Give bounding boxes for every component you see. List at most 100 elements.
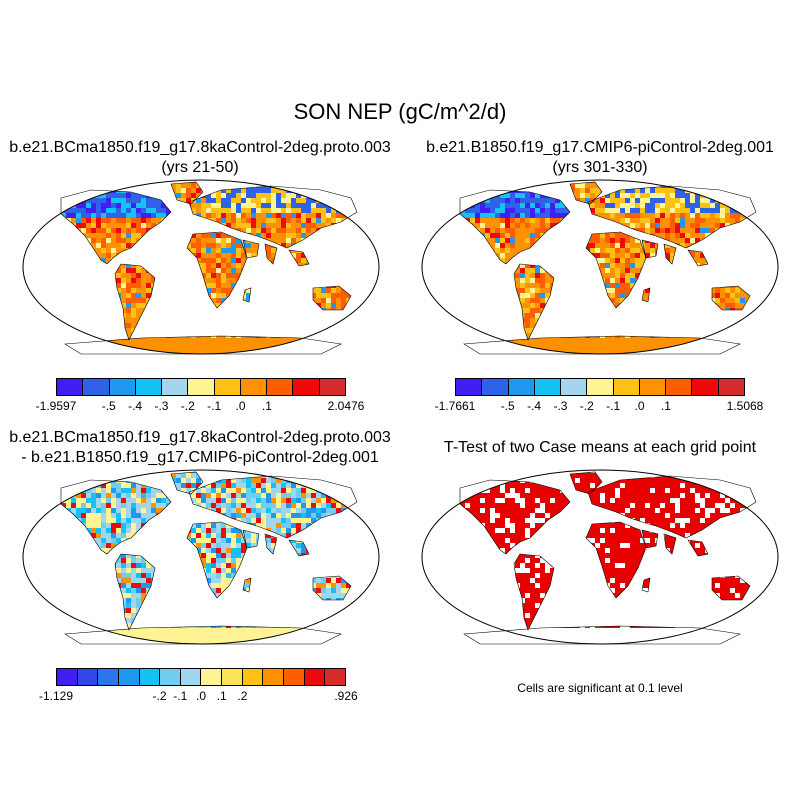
coastline-arabia — [641, 239, 659, 259]
map-top-right — [421, 179, 779, 355]
coastline-antarctica — [64, 625, 342, 645]
colorbar-tick-label: -1.9597 — [35, 399, 77, 413]
colorbar-swatch — [263, 669, 285, 685]
coastline-greenland — [170, 181, 204, 205]
coastline-eurasia — [188, 185, 358, 249]
coastline-eurasia — [188, 475, 358, 539]
coastline-antarctica — [64, 335, 342, 355]
coastline-madagascar — [641, 287, 651, 303]
coastline-australia — [312, 285, 352, 311]
colorbar-swatch — [692, 379, 719, 395]
colorbar-labels-top-left: -1.9597 -.5 -.4 -.3 -.2 -.1 .0 .1 2.0476 — [36, 399, 365, 415]
coastline-arabia — [242, 239, 260, 259]
colorbar-swatch — [242, 669, 264, 685]
colorbar-swatch — [180, 669, 202, 685]
colorbar-swatch — [214, 379, 241, 395]
colorbar-swatch — [319, 379, 345, 395]
coastline-seAsia — [687, 249, 709, 267]
colorbar-tick-label: -1.129 — [38, 689, 74, 703]
colorbar-tick-label: .1 — [660, 399, 671, 413]
colorbar-swatch — [304, 669, 326, 685]
colorbar-swatch — [77, 669, 99, 685]
colorbar-swatch — [222, 669, 243, 685]
colorbar-tick-label: 1.5068 — [726, 399, 764, 413]
colorbar-swatch — [456, 379, 483, 395]
coastline-africa — [186, 521, 248, 599]
map-bottom-left — [22, 469, 380, 645]
map-bottom-right — [421, 469, 779, 645]
coastline-india — [264, 533, 278, 555]
colorbar-tick-label: -.3 — [154, 399, 169, 413]
coastline-australia — [711, 575, 751, 601]
panel-title-top-right: b.e21.B1850.f19_g17.CMIP6-piControl-2deg… — [400, 138, 800, 178]
coastline-australia — [711, 285, 751, 311]
colorbar-swatch — [98, 669, 119, 685]
colorbar-tick-label: -.4 — [527, 399, 542, 413]
coastline-northAmerica — [459, 189, 571, 265]
colorbar-tick-label: -.4 — [128, 399, 143, 413]
colorbar-tick-label: .0 — [235, 399, 246, 413]
coastline-eurasia — [587, 475, 757, 539]
coastline-india — [663, 533, 677, 555]
coastline-madagascar — [641, 577, 651, 593]
coastline-greenland — [170, 471, 204, 495]
colorbar-tick-label: -.1 — [606, 399, 621, 413]
coastline-eurasia — [587, 185, 757, 249]
colorbar-bottom-left — [56, 668, 346, 686]
coastline-arabia — [242, 529, 260, 549]
colorbar-swatch — [118, 669, 140, 685]
colorbar-tick-label: -.2 — [180, 399, 195, 413]
coastline-africa — [585, 231, 647, 309]
coastline-southAmerica — [114, 263, 156, 341]
colorbar-tick-label: .0 — [195, 689, 207, 703]
colorbar-swatch — [534, 379, 562, 395]
coastline-india — [663, 243, 677, 265]
colorbar-swatch — [160, 669, 181, 685]
colorbar-tick-label: -.2 — [152, 689, 167, 703]
colorbar-swatch — [201, 669, 223, 685]
colorbar-swatch — [482, 379, 509, 395]
colorbar-swatch — [57, 669, 78, 685]
colorbar-swatch — [508, 379, 535, 395]
panel-title-line1: b.e21.BCma1850.f19_g17.8kaControl-2deg.p… — [9, 139, 391, 156]
colorbar-swatch — [135, 379, 163, 395]
coastline-arabia — [641, 529, 659, 549]
colorbar-swatch — [639, 379, 667, 395]
map-frame — [22, 469, 380, 645]
colorbar-tick-label: -.1 — [207, 399, 222, 413]
map-frame — [421, 179, 779, 355]
colorbar-tick-label: -.5 — [500, 399, 515, 413]
colorbar-swatch — [561, 379, 588, 395]
colorbar-swatch — [587, 379, 614, 395]
coastline-africa — [585, 521, 647, 599]
colorbar-tick-label: .926 — [334, 689, 358, 703]
coastline-madagascar — [242, 287, 252, 303]
coastline-northAmerica — [60, 189, 172, 265]
colorbar-swatch — [109, 379, 136, 395]
colorbar-swatch — [57, 379, 84, 395]
colorbar-tick-label: -.5 — [101, 399, 116, 413]
colorbar-swatch — [162, 379, 189, 395]
coastline-seAsia — [687, 539, 709, 557]
panel-title-line1: b.e21.B1850.f19_g17.CMIP6-piControl-2deg… — [426, 139, 774, 156]
colorbar-tick-label: .1 — [261, 399, 272, 413]
colorbar-swatch — [666, 379, 693, 395]
panel-title-bottom-right: T-Test of two Case means at each grid po… — [443, 439, 757, 456]
coastline-antarctica — [463, 625, 741, 645]
coastline-northAmerica — [60, 479, 172, 555]
colorbar-top-left — [56, 378, 346, 396]
coastline-greenland — [569, 181, 603, 205]
coastline-southAmerica — [513, 263, 555, 341]
coastline-seAsia — [288, 539, 310, 557]
colorbar-tick-label: -.1 — [173, 689, 188, 703]
coastline-africa — [186, 231, 248, 309]
colorbar-tick-label: -.2 — [579, 399, 594, 413]
colorbar-tick-label: .2 — [237, 689, 248, 703]
coastline-seAsia — [288, 249, 310, 267]
colorbar-tick-label: .1 — [216, 689, 227, 703]
panel-title-top-left: b.e21.BCma1850.f19_g17.8kaControl-2deg.p… — [0, 138, 400, 178]
coastline-southAmerica — [114, 553, 156, 631]
colorbar-top-right — [455, 378, 745, 396]
colorbar-swatch — [293, 379, 320, 395]
map-frame — [22, 179, 380, 355]
